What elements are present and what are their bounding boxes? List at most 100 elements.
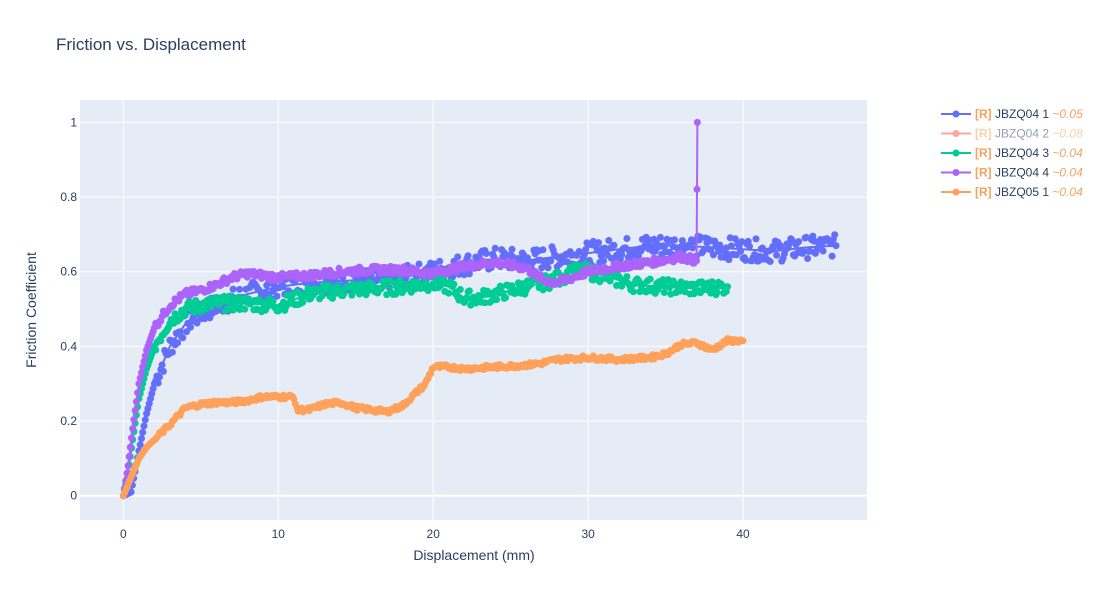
data-point	[168, 348, 176, 356]
legend-tag: [R]	[975, 185, 992, 199]
legend-tag: [R]	[975, 146, 992, 160]
data-point	[157, 337, 165, 345]
legend-series-name: JBZQ05 1	[992, 185, 1053, 199]
data-point	[236, 285, 244, 293]
x-tick-label: 10	[272, 527, 286, 541]
legend-swatch-marker	[952, 130, 960, 137]
data-point	[139, 428, 147, 436]
data-point	[666, 284, 673, 291]
data-point	[554, 269, 562, 276]
legend-item[interactable]: [R] JBZQ04 1 ~0.05	[941, 107, 1083, 121]
x-axis-title: Displacement (mm)	[413, 547, 534, 563]
data-point	[304, 284, 312, 292]
data-point	[700, 246, 708, 253]
data-point	[739, 337, 747, 345]
data-point	[766, 258, 774, 265]
data-point	[819, 247, 827, 255]
data-point	[724, 250, 732, 258]
data-point	[171, 310, 179, 318]
data-point	[502, 294, 509, 302]
legend-item[interactable]: [R] JBZQ05 1 ~0.04	[941, 185, 1083, 199]
data-point	[136, 441, 144, 449]
legend-value: ~0.04	[1052, 185, 1083, 199]
data-point	[140, 422, 148, 430]
data-point	[141, 416, 149, 424]
data-point	[135, 380, 143, 388]
data-point	[464, 252, 472, 260]
data-point	[445, 289, 453, 297]
data-point	[709, 251, 717, 259]
data-point	[629, 288, 637, 296]
data-point	[201, 315, 209, 323]
data-point	[130, 416, 138, 424]
data-point	[138, 435, 145, 442]
x-tick-label: 30	[581, 527, 595, 541]
data-point	[671, 236, 679, 244]
legend-item[interactable]: [R] JBZQ04 3 ~0.04	[941, 146, 1083, 160]
legend-swatch-marker	[952, 149, 960, 157]
data-point	[832, 242, 840, 250]
legend-series-name: JBZQ04 4	[992, 166, 1053, 180]
data-point	[831, 231, 839, 239]
data-point	[508, 245, 516, 253]
data-point	[229, 285, 237, 293]
data-point	[138, 369, 145, 376]
data-point	[725, 256, 733, 264]
data-point	[600, 257, 608, 265]
data-point	[623, 273, 631, 281]
data-point	[273, 292, 281, 300]
data-point	[646, 275, 654, 283]
legend-value: ~0.08	[1052, 127, 1083, 141]
data-point	[431, 260, 438, 268]
data-point	[742, 256, 750, 264]
data-point	[752, 235, 760, 243]
data-point	[139, 363, 147, 371]
legend-item[interactable]: [R] JBZQ04 2 ~0.08	[941, 127, 1083, 141]
legend-item[interactable]: [R] JBZQ04 4 ~0.04	[941, 166, 1083, 180]
data-point	[482, 250, 490, 257]
y-tick-label: 0	[70, 489, 77, 503]
series-layer	[119, 118, 840, 500]
data-point	[724, 283, 732, 291]
legend[interactable]: [R] JBZQ04 1 ~0.05 [R] JBZQ04 2 ~0.08 [R] …	[941, 107, 1083, 199]
data-point	[580, 251, 588, 259]
y-tick-label: 0.2	[60, 414, 77, 428]
data-point	[202, 305, 210, 313]
data-point	[187, 323, 194, 331]
data-point	[348, 291, 356, 299]
y-tick-label: 1	[70, 115, 77, 129]
data-point	[140, 357, 148, 365]
legend-label: [R] JBZQ04 2 ~0.08	[975, 127, 1083, 141]
data-point	[693, 118, 701, 126]
data-point	[126, 443, 134, 451]
data-point	[777, 242, 784, 250]
data-point	[176, 315, 184, 323]
data-point	[708, 278, 716, 286]
data-point	[220, 292, 228, 300]
legend-value: ~0.04	[1052, 146, 1083, 160]
data-point	[174, 339, 182, 347]
data-point	[280, 283, 287, 291]
legend-tag: [R]	[975, 107, 992, 121]
data-point	[465, 270, 473, 278]
tick-labels: 0 10 20 30 40 0 0.2 0.4 0.6 0.8 1	[60, 115, 750, 541]
data-point	[727, 242, 735, 250]
legend-swatch-marker	[952, 110, 960, 118]
data-point	[450, 280, 458, 288]
data-point	[605, 237, 613, 244]
data-point	[158, 361, 166, 369]
data-point	[547, 257, 555, 265]
data-point	[152, 346, 160, 354]
y-axis-title: Friction Coefficient	[23, 252, 39, 368]
data-point	[362, 291, 370, 299]
data-point	[544, 264, 552, 272]
data-point	[124, 462, 132, 470]
data-point	[456, 286, 464, 293]
data-point	[770, 243, 778, 251]
legend-value: ~0.04	[1052, 166, 1083, 180]
series-4	[119, 335, 747, 500]
data-point	[131, 407, 139, 415]
data-point	[415, 260, 423, 268]
y-tick-label: 0.6	[60, 265, 77, 279]
